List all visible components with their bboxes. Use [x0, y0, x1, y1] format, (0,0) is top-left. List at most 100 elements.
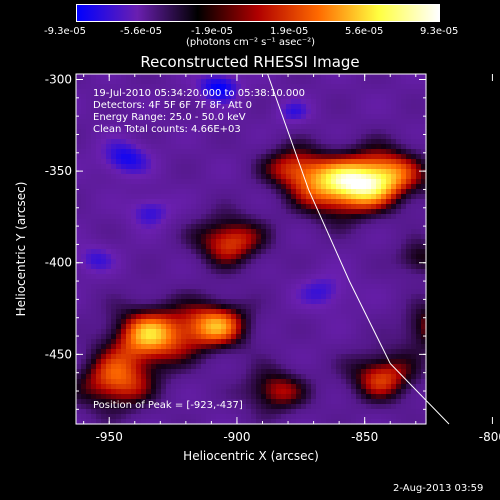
- heatmap-cell: [346, 109, 352, 115]
- heatmap-cell: [236, 224, 242, 230]
- heatmap-cell: [201, 279, 207, 285]
- heatmap-cell: [166, 419, 172, 425]
- heatmap-cell: [251, 294, 257, 300]
- heatmap-cell: [86, 319, 92, 325]
- heatmap-cell: [386, 274, 392, 280]
- heatmap-cell: [396, 99, 402, 105]
- heatmap-cell: [181, 399, 187, 405]
- heatmap-cell: [116, 374, 122, 380]
- heatmap-cell: [321, 149, 327, 155]
- heatmap-cell: [116, 159, 122, 165]
- heatmap-cell: [241, 124, 247, 130]
- heatmap-cell: [166, 79, 172, 85]
- heatmap-cell: [306, 224, 312, 230]
- heatmap-cell: [286, 199, 292, 205]
- heatmap-cell: [421, 154, 427, 160]
- heatmap-cell: [81, 274, 87, 280]
- heatmap-cell: [361, 279, 367, 285]
- heatmap-cell: [341, 414, 347, 420]
- heatmap-cell: [186, 154, 192, 160]
- heatmap-cell: [371, 414, 377, 420]
- heatmap-cell: [191, 259, 197, 265]
- heatmap-cell: [131, 164, 137, 170]
- heatmap-cell: [206, 194, 212, 200]
- heatmap-cell: [176, 99, 182, 105]
- heatmap-cell: [106, 264, 112, 270]
- heatmap-cell: [391, 74, 397, 80]
- heatmap-cell: [416, 369, 422, 375]
- heatmap-cell: [121, 109, 127, 115]
- heatmap-cell: [236, 274, 242, 280]
- heatmap-cell: [131, 84, 137, 90]
- heatmap-cell: [336, 334, 342, 340]
- heatmap-cell: [156, 89, 162, 95]
- heatmap-cell: [81, 154, 87, 160]
- heatmap-cell: [146, 219, 152, 225]
- heatmap-cell: [236, 204, 242, 210]
- heatmap-cell: [196, 159, 202, 165]
- heatmap-cell: [316, 239, 322, 245]
- heatmap-cell: [186, 309, 192, 315]
- heatmap-cell: [236, 99, 242, 105]
- heatmap-cell: [81, 304, 87, 310]
- heatmap-cell: [186, 339, 192, 345]
- heatmap-cell: [296, 374, 302, 380]
- heatmap-cell: [201, 289, 207, 295]
- heatmap-cell: [296, 399, 302, 405]
- heatmap-cell: [111, 179, 117, 185]
- heatmap-cell: [346, 389, 352, 395]
- heatmap-cell: [231, 269, 237, 275]
- heatmap-cell: [331, 214, 337, 220]
- heatmap-cell: [266, 184, 272, 190]
- heatmap-cell: [231, 104, 237, 110]
- heatmap-cell: [121, 304, 127, 310]
- heatmap-cell: [256, 214, 262, 220]
- heatmap-cell: [411, 309, 417, 315]
- heatmap-cell: [316, 404, 322, 410]
- heatmap-cell: [311, 274, 317, 280]
- heatmap-cell: [286, 354, 292, 360]
- heatmap-cell: [121, 309, 127, 315]
- heatmap-cell: [411, 119, 417, 125]
- heatmap-cell: [76, 144, 82, 150]
- heatmap-cell: [141, 264, 147, 270]
- heatmap-cell: [81, 334, 87, 340]
- heatmap-cell: [371, 294, 377, 300]
- heatmap-cell: [181, 384, 187, 390]
- heatmap-cell: [331, 109, 337, 115]
- heatmap-cell: [301, 349, 307, 355]
- heatmap-cell: [166, 154, 172, 160]
- heatmap-cell: [216, 94, 222, 100]
- heatmap-cell: [86, 104, 92, 110]
- heatmap-cell: [106, 194, 112, 200]
- heatmap-cell: [366, 239, 372, 245]
- heatmap-cell: [121, 414, 127, 420]
- heatmap-cell: [346, 234, 352, 240]
- heatmap-cell: [201, 374, 207, 380]
- heatmap-cell: [336, 84, 342, 90]
- heatmap-cell: [246, 189, 252, 195]
- heatmap-cell: [151, 79, 157, 85]
- heatmap-cell: [126, 134, 132, 140]
- heatmap-cell: [156, 149, 162, 155]
- heatmap-cell: [116, 384, 122, 390]
- heatmap-cell: [166, 149, 172, 155]
- heatmap-cell: [386, 399, 392, 405]
- heatmap-cell: [116, 329, 122, 335]
- heatmap-cell: [366, 279, 372, 285]
- heatmap-cell: [421, 339, 427, 345]
- heatmap-cell: [326, 74, 332, 80]
- heatmap-cell: [186, 89, 192, 95]
- heatmap-cell: [131, 224, 137, 230]
- heatmap-cell: [276, 204, 282, 210]
- heatmap-cell: [411, 224, 417, 230]
- heatmap-cell: [381, 79, 387, 85]
- heatmap-cell: [86, 174, 92, 180]
- heatmap-cell: [216, 339, 222, 345]
- heatmap-cell: [126, 204, 132, 210]
- heatmap-cell: [401, 184, 407, 190]
- heatmap-cell: [276, 379, 282, 385]
- heatmap-cell: [136, 104, 142, 110]
- heatmap-cell: [371, 119, 377, 125]
- heatmap-cell: [176, 294, 182, 300]
